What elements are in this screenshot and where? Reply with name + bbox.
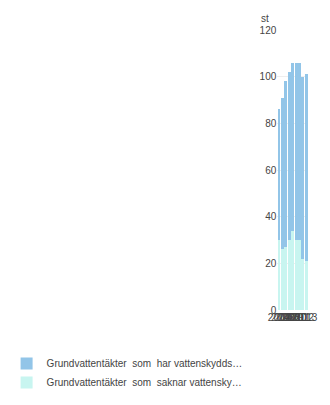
svg-text:100: 100 [260,71,277,82]
svg-text:0: 0 [271,305,277,316]
svg-text:2011: 2011 [289,312,311,323]
svg-text:120: 120 [260,25,277,36]
svg-text:Grundvattentäkter som har va: Grundvattentäkter som har vattenskydds… [47,358,243,369]
svg-text:40: 40 [265,211,277,222]
svg-text:2007: 2007 [275,312,298,323]
svg-text:80: 80 [265,118,277,129]
svg-text:2008: 2008 [278,312,301,323]
svg-text:2013: 2013 [295,312,318,323]
svg-text:st: st [261,13,269,24]
svg-text:60: 60 [265,165,277,176]
svg-text:2010: 2010 [285,312,308,323]
svg-text:2009: 2009 [282,312,305,323]
svg-text:2006: 2006 [271,312,294,323]
svg-text:2004: 2004 [268,312,291,323]
svg-text:20: 20 [265,258,277,269]
svg-text:Grundvattentäkter som saknar: Grundvattentäkter som saknar vattensky… [47,377,242,388]
svg-text:2012: 2012 [292,312,315,323]
